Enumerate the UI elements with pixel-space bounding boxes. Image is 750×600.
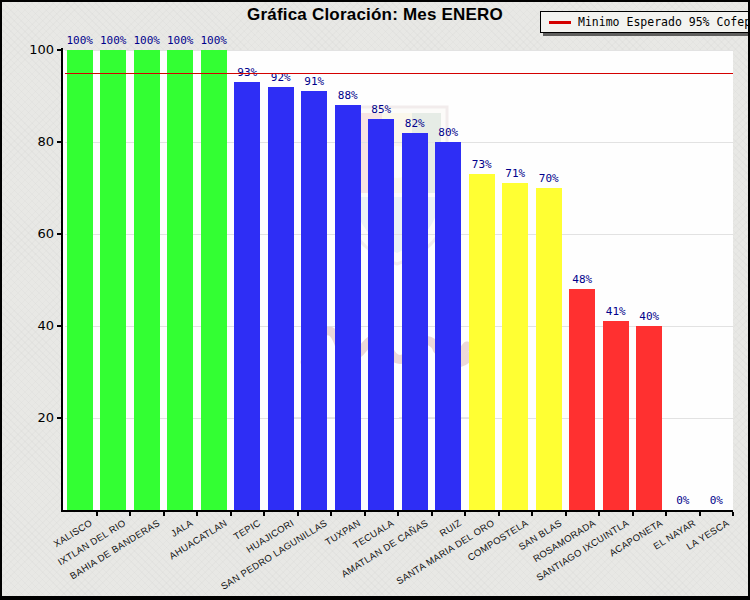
bar [603,321,629,510]
bar-value-label: 82% [398,117,432,130]
gridline [65,50,733,51]
bar-value-label: 48% [566,273,600,286]
x-tick [598,512,600,516]
bar [402,133,428,510]
legend-box: Minimo Esperado 95% Cofepris [540,11,750,33]
x-tick [196,512,198,516]
bar-value-label: 100% [197,34,231,47]
x-tick [431,512,433,516]
x-tick [531,512,533,516]
x-tick [732,512,734,516]
y-tick-label: 60 [2,226,54,241]
x-tick [565,512,567,516]
bar [569,289,595,510]
x-tick [699,512,701,516]
x-tick [364,512,366,516]
x-tick [297,512,299,516]
bar-value-label: 80% [432,126,466,139]
bar [100,50,126,510]
bar-value-label: 40% [633,310,667,323]
x-tick [163,512,165,516]
bar [536,188,562,510]
x-tick [129,512,131,516]
bar [134,50,160,510]
gridline [65,326,733,327]
x-tick [96,512,98,516]
bar-value-label: 88% [331,89,365,102]
reference-line [65,73,733,74]
bar-value-label: 100% [130,34,164,47]
bar-value-label: 85% [365,103,399,116]
bar-value-label: 70% [532,172,566,185]
gridline [65,418,733,419]
y-tick-label: 20 [2,410,54,425]
x-tick [263,512,265,516]
y-tick-label: 100 [2,42,54,57]
x-tick [498,512,500,516]
y-tick-label: 40 [2,318,54,333]
y-tick-label: 80 [2,134,54,149]
bar [67,50,93,510]
x-tick [464,512,466,516]
y-axis-line [61,48,63,512]
bar [368,119,394,510]
bar [636,326,662,510]
bar-value-label: 100% [164,34,198,47]
gridline [65,234,733,235]
bar-value-label: 91% [298,75,332,88]
bar-value-label: 0% [666,494,700,507]
bar-value-label: 73% [465,158,499,171]
bar [469,174,495,510]
bar [268,87,294,510]
x-tick [632,512,634,516]
bar [301,91,327,510]
x-axis-line [61,510,733,512]
x-tick [330,512,332,516]
bar-value-label: 71% [499,167,533,180]
bar [201,50,227,510]
legend-label: Minimo Esperado 95% Cofepris [578,15,750,29]
x-tick [230,512,232,516]
gridline [65,142,733,143]
bar-value-label: 41% [599,305,633,318]
bar-value-label: 100% [97,34,131,47]
bar [502,183,528,510]
bar-value-label: 0% [700,494,734,507]
bar [167,50,193,510]
legend-line-swatch [549,21,571,24]
x-tick [665,512,667,516]
bar-value-label: 100% [63,34,97,47]
chart-window: Gráfica Cloración: Mes ENERO Minimo Espe… [0,0,750,600]
bar [335,105,361,510]
bar [435,142,461,510]
x-tick [397,512,399,516]
bar [234,82,260,510]
